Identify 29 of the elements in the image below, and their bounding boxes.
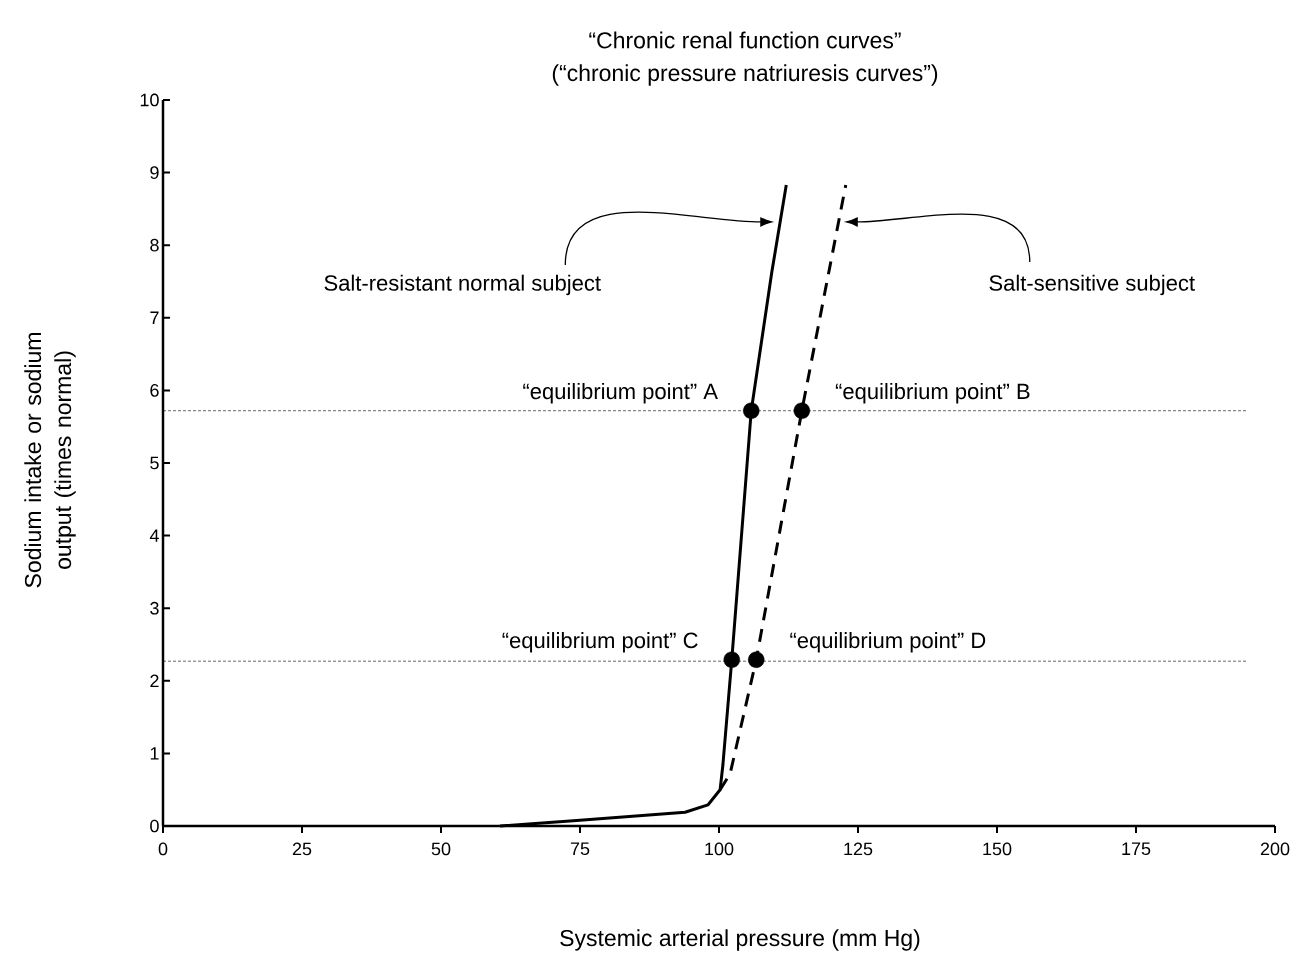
x-tick-label: 75 <box>570 842 590 856</box>
y-tick-label: 7 <box>150 311 159 324</box>
y-tick-label: 5 <box>150 456 159 470</box>
annotation: Salt-sensitive subject <box>989 274 1195 296</box>
x-tick-label: 50 <box>431 842 451 856</box>
y-tick-label: 9 <box>150 166 159 179</box>
y-axis-title: Sodium intake or sodium output (times normal) <box>24 333 76 588</box>
y-tick-label: 4 <box>149 529 159 542</box>
y-tick-label: 1 <box>150 747 159 760</box>
y-tick-label: 3 <box>150 601 159 615</box>
x-tick-label: 125 <box>844 842 873 856</box>
x-tick-label: 150 <box>983 842 1012 856</box>
x-tick-label: 25 <box>292 842 312 856</box>
annotation: “equilibrium point” A <box>523 383 718 404</box>
annotation: “equilibrium point” B <box>835 383 1030 404</box>
annotation: “equilibrium point” C <box>502 632 698 653</box>
y-tick-label: 10 <box>140 93 159 107</box>
y-tick-label: 2 <box>150 674 159 688</box>
annotation: “equilibrium point” D <box>790 632 986 653</box>
y-tick-label: 6 <box>150 384 159 397</box>
y-tick-label: 8 <box>150 238 159 252</box>
x-tick-label: 100 <box>705 842 734 856</box>
annotation: Salt-resistant normal subject <box>324 274 601 296</box>
chart-title: “Chronic renal function curves” <box>589 31 901 49</box>
x-tick-label: 200 <box>1260 842 1290 856</box>
x-tick-label: 175 <box>1122 842 1151 856</box>
chart-subtitle: (“chronic pressure natriuresis curves”) <box>552 64 938 86</box>
x-axis-title: Systemic arterial pressure (mm Hg) <box>560 929 920 951</box>
y-tick-label: 0 <box>150 819 159 833</box>
